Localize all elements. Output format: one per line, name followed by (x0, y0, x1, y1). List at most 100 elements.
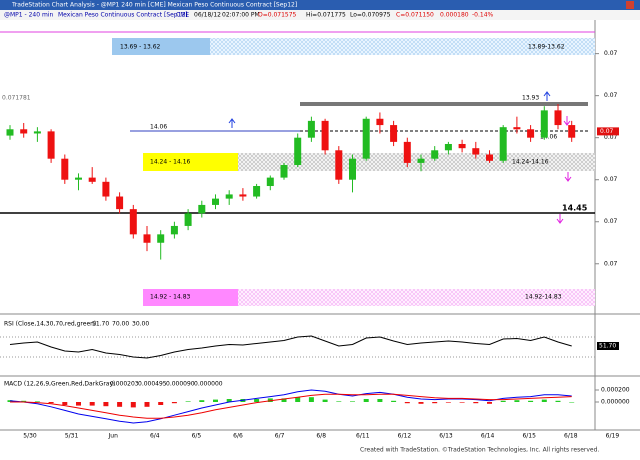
x-tick-label: 6/8 (316, 433, 326, 440)
legend-value: 0.000495 (138, 381, 167, 388)
rsi-value-box (597, 342, 619, 350)
histogram-bar (432, 402, 438, 404)
histogram-bar (308, 397, 314, 402)
candle-body (33, 131, 41, 134)
x-tick-label: 6/18 (564, 433, 578, 440)
rsi-line (9, 335, 572, 359)
zone-hatch (210, 38, 595, 55)
candle-body (157, 234, 165, 243)
candle-body (458, 143, 466, 149)
candle-body (417, 158, 425, 163)
time: 02:07:00 PM (222, 12, 260, 19)
candle-body (116, 196, 124, 210)
histogram-bar (226, 399, 232, 402)
candle-body (321, 120, 329, 151)
x-tick-label: 6/14 (481, 433, 495, 440)
change: 0.000180 (440, 12, 469, 19)
x-tick-label: 6/13 (439, 433, 453, 440)
level-label: 14.06 (540, 134, 557, 141)
candle-body (362, 118, 370, 159)
zone (143, 153, 238, 171)
histogram-bar (404, 402, 410, 404)
candle-body (88, 177, 96, 182)
histogram-bar (254, 399, 260, 402)
candle-body (225, 194, 233, 199)
candle-body (431, 150, 439, 159)
y-tick-label: 0.07 (604, 218, 618, 225)
histogram-bar (158, 402, 164, 405)
exchange: CME (176, 12, 189, 19)
candle-body (20, 129, 28, 134)
candle-body (280, 165, 288, 178)
candle-body (294, 137, 302, 165)
candle-body (198, 204, 206, 214)
candle-body (472, 148, 480, 155)
macd-line (10, 393, 572, 419)
histogram-bar (377, 399, 383, 402)
x-tick-label: 6/19 (606, 433, 620, 440)
histogram-bar (336, 401, 342, 402)
candle-body (376, 118, 384, 126)
candle-body (554, 110, 562, 126)
close-button[interactable] (626, 1, 634, 9)
histogram-bar (89, 402, 95, 406)
histogram-bar (48, 402, 54, 404)
candle-body (129, 209, 137, 235)
candle-body (513, 127, 521, 130)
histogram-bar (363, 399, 369, 402)
histogram-bar (185, 401, 191, 402)
candle-body (75, 177, 82, 180)
arrow-down (556, 214, 564, 224)
low: Lo=0.070975 (350, 12, 391, 19)
histogram-bar (391, 400, 397, 402)
zone-label: 14.24 - 14.16 (150, 159, 191, 166)
candle-body (349, 158, 356, 180)
zone (143, 289, 238, 306)
histogram-bar (459, 402, 465, 403)
histogram-bar (445, 402, 451, 403)
histogram-bar (117, 402, 123, 407)
legend-value: 70.00 (112, 321, 129, 328)
open: O=0.071575 (258, 12, 297, 19)
x-tick-label: 6/6 (233, 433, 243, 440)
y-tick-label: 0.07 (604, 50, 618, 57)
histogram-bar (21, 400, 27, 402)
candle-body (486, 154, 493, 161)
level-label: 14.45 (562, 204, 588, 213)
candle-body (170, 225, 178, 235)
x-tick-label: 6/4 (150, 433, 160, 440)
histogram-bar (569, 402, 575, 403)
header-bar (0, 10, 640, 20)
level-label: 14.06 (150, 124, 167, 131)
last-price-label: 0.07 (600, 128, 614, 135)
candle-body (253, 186, 261, 197)
x-tick-label: 6/5 (192, 433, 202, 440)
histogram-bar (350, 401, 355, 402)
panel-title: MACD (12,26,9,Green,Red,DarkGray) (4, 381, 115, 388)
histogram-bar (76, 402, 81, 406)
x-tick-label: 6/7 (275, 433, 285, 440)
histogram-bar (144, 402, 150, 407)
candle-body (47, 131, 55, 159)
legend-value: 0.000000 (194, 381, 223, 388)
candle-body (102, 181, 110, 197)
histogram-bar (555, 400, 561, 402)
zone-label: 13.89-13.62 (528, 44, 565, 51)
arrow-down (563, 116, 571, 126)
zone-label: 14.24-14.16 (512, 159, 549, 166)
candle-body (335, 150, 343, 180)
title-bar (0, 0, 640, 10)
x-tick-label: 5/31 (65, 433, 79, 440)
candle-body (212, 198, 219, 205)
zone-label: 13.69 - 13.62 (120, 44, 161, 51)
histogram-bar (473, 402, 479, 404)
histogram-bar (130, 402, 136, 408)
candle-body (444, 143, 452, 151)
candle-body (184, 213, 192, 226)
candle-body (143, 234, 151, 243)
legend-value: 30.00 (132, 321, 149, 328)
histogram-bar (514, 400, 520, 402)
candle-body (403, 141, 411, 163)
zone-label: 14.92 - 14.83 (150, 294, 191, 301)
arrow-down (564, 172, 572, 182)
